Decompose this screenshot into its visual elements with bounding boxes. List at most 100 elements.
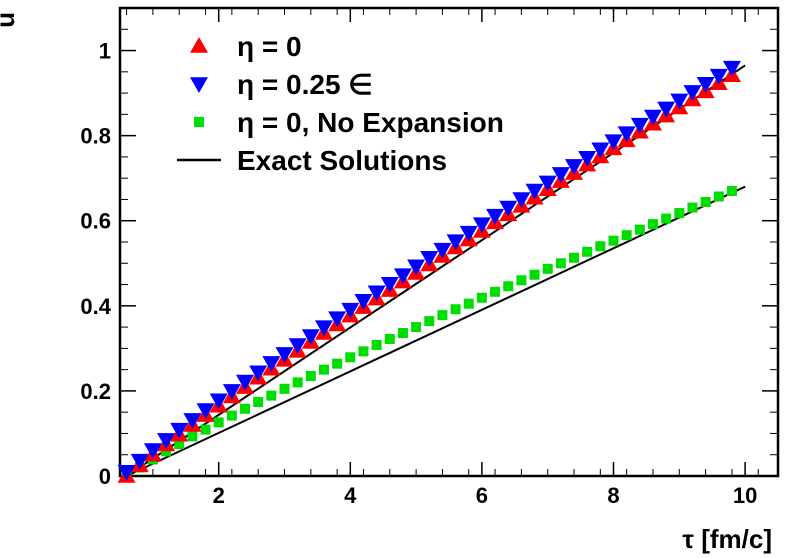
data-point-eta-0-25: [433, 242, 452, 259]
legend-label: η = 0, No Expansion: [237, 107, 504, 138]
x-tick-label: 8: [607, 483, 619, 508]
data-point-eta-0-25: [499, 200, 518, 217]
data-point-eta-0-25: [472, 217, 491, 234]
data-point-eta-0-no-expansion: [621, 230, 632, 241]
data-point-eta-0-no-expansion: [634, 224, 645, 235]
data-point-eta-0-25: [591, 142, 610, 159]
data-point-eta-0-25: [130, 453, 149, 470]
legend-label: η = 0.25 ∈: [237, 69, 373, 100]
y-axis: 0 0.2 0.4 0.6 0.8 1: [80, 28, 778, 489]
data-point-eta-0-no-expansion: [200, 424, 211, 435]
data-point-eta-0-no-expansion: [490, 286, 501, 297]
data-point-eta-0-no-expansion: [608, 235, 619, 246]
data-point-eta-0-no-expansion: [397, 328, 408, 339]
series-eta-0-25: [117, 60, 741, 481]
data-point-eta-0-no-expansion: [292, 377, 303, 388]
x-tick-label: 6: [476, 483, 488, 508]
data-point-eta-0-25: [117, 464, 136, 481]
data-point-eta-0-25: [525, 183, 544, 200]
data-point-eta-0-25: [314, 320, 333, 337]
data-point-eta-0-25: [170, 422, 189, 439]
data-point-eta-0-25: [393, 268, 412, 285]
data-point-eta-0-25: [604, 134, 623, 151]
data-point-eta-0-no-expansion: [674, 208, 685, 219]
data-point-eta-0-25: [301, 329, 320, 346]
exact-solution-line: [126, 185, 746, 477]
y-axis-title: u: [0, 12, 20, 28]
data-point-eta-0-25: [486, 208, 505, 225]
legend-marker-icon: [190, 37, 208, 53]
data-point-eta-0-25: [683, 85, 702, 101]
data-point-eta-0-no-expansion: [345, 352, 356, 363]
data-point-eta-0-no-expansion: [713, 191, 724, 202]
data-point-eta-0-no-expansion: [187, 431, 198, 442]
data-point-eta-0-no-expansion: [700, 197, 711, 208]
data-point-eta-0-25: [512, 192, 531, 209]
data-point-eta-0-no-expansion: [450, 304, 461, 315]
data-point-eta-0-no-expansion: [213, 417, 224, 428]
data-point-eta-0-no-expansion: [555, 258, 566, 269]
y-tick-label: 0.4: [80, 294, 111, 319]
data-point-eta-0-no-expansion: [463, 298, 474, 309]
legend-entry: η = 0, No Expansion: [194, 107, 504, 138]
data-point-eta-0-no-expansion: [279, 383, 290, 394]
data-point-eta-0-no-expansion: [332, 358, 343, 369]
data-point-eta-0-25: [670, 93, 689, 110]
x-tick-label: 2: [213, 483, 225, 508]
data-point-eta-0-no-expansion: [687, 202, 698, 213]
legend-entry: Exact Solutions: [177, 145, 447, 176]
data-point-eta-0-25: [420, 250, 439, 267]
data-point-eta-0-25: [328, 311, 347, 328]
legend-label: Exact Solutions: [237, 145, 447, 176]
y-tick-label: 0.2: [80, 379, 111, 404]
data-point-eta-0-25: [538, 175, 557, 192]
data-point-eta-0-25: [459, 225, 478, 242]
legend: η = 0 η = 0.25 ∈ η = 0, No Expansion Exact …: [177, 31, 504, 176]
plot-area: 2 4 6 8 10 00.20.40.60.81 η = 0η = 0.25 ∈η =…: [80, 6, 780, 508]
data-point-eta-0-25: [275, 347, 294, 363]
data-point-eta-0-no-expansion: [318, 364, 329, 375]
data-point-eta-0-no-expansion: [503, 281, 514, 292]
data-point-eta-0-25: [696, 76, 715, 93]
data-point-eta-0-no-expansion: [569, 252, 580, 263]
data-point-eta-0-no-expansion: [726, 185, 737, 196]
data-point-eta-0-no-expansion: [411, 322, 422, 333]
data-point-eta-0-25: [407, 259, 426, 276]
y-tick-label: 0: [99, 464, 111, 489]
x-axis-title: τ [fm/c]: [682, 524, 772, 554]
data-point-eta-0-25: [446, 234, 465, 251]
data-point-eta-0-no-expansion: [371, 339, 382, 350]
data-point-eta-0-25: [262, 356, 281, 372]
legend-entry: η = 0.25 ∈: [190, 69, 373, 100]
data-point-eta-0-25: [157, 433, 176, 449]
data-point-eta-0-no-expansion: [226, 410, 237, 421]
data-point-eta-0-25: [288, 338, 307, 354]
data-point-eta-0-no-expansion: [437, 310, 448, 321]
data-point-eta-0-no-expansion: [595, 241, 606, 252]
data-point-eta-0-25: [249, 365, 268, 382]
data-point-eta-0-25: [617, 126, 636, 143]
data-point-eta-0-no-expansion: [174, 439, 185, 450]
data-point-eta-0-25: [565, 159, 584, 175]
y-tick-label: 1: [99, 39, 111, 64]
data-point-eta-0-25: [630, 117, 649, 134]
legend-entry: η = 0: [190, 31, 302, 62]
data-point-eta-0-25: [143, 443, 162, 460]
data-point-eta-0-25: [222, 384, 241, 400]
data-point-eta-0-25: [341, 302, 360, 319]
data-point-eta-0-no-expansion: [661, 213, 672, 224]
data-point-eta-0-no-expansion: [305, 371, 316, 382]
data-point-eta-0-25: [657, 101, 676, 118]
data-point-eta-0-25: [643, 109, 662, 126]
data-point-eta-0-25: [722, 60, 741, 77]
data-point-eta-0-25: [209, 393, 228, 410]
data-point-eta-0-25: [551, 167, 570, 183]
legend-marker-icon: [194, 117, 204, 127]
data-point-eta-0-no-expansion: [161, 446, 172, 457]
x-axis: 2 4 6 8 10: [126, 8, 759, 508]
data-point-eta-0-no-expansion: [240, 403, 251, 414]
x-tick-label: 10: [733, 483, 757, 508]
data-point-eta-0-no-expansion: [266, 390, 277, 401]
data-point-eta-0-no-expansion: [582, 246, 593, 257]
